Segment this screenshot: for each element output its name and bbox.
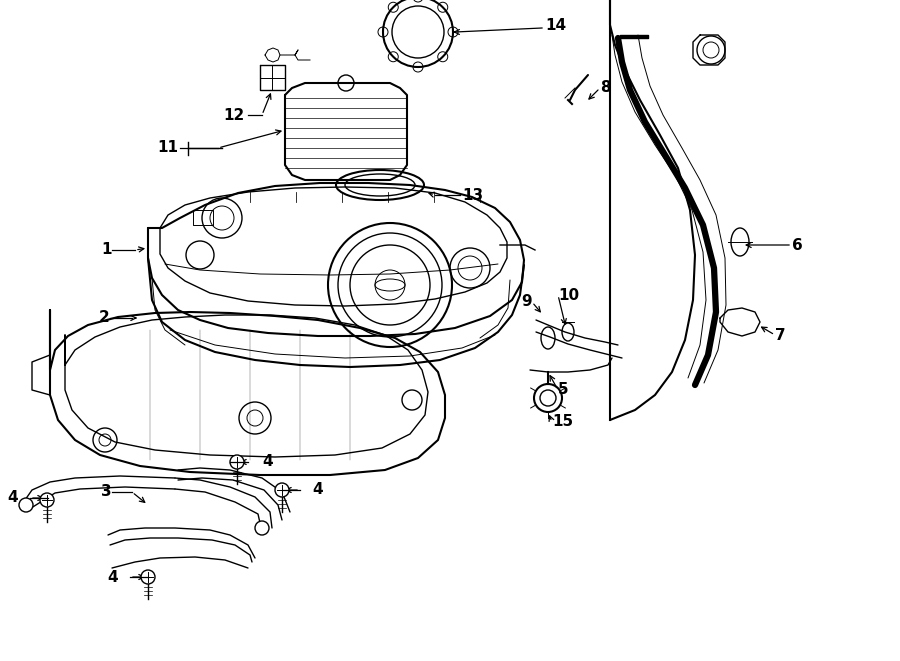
Text: 4: 4 (312, 483, 322, 498)
Text: 1: 1 (102, 243, 112, 258)
Circle shape (19, 498, 33, 512)
Text: 9: 9 (521, 295, 532, 309)
Text: 7: 7 (775, 327, 786, 342)
Circle shape (275, 483, 289, 497)
Text: 4: 4 (262, 455, 273, 469)
Text: 5: 5 (558, 383, 569, 397)
Circle shape (255, 521, 269, 535)
Text: 2: 2 (99, 311, 110, 325)
Circle shape (230, 455, 244, 469)
Text: 4: 4 (7, 490, 18, 506)
Circle shape (141, 570, 155, 584)
Text: 12: 12 (224, 108, 245, 122)
Text: 14: 14 (545, 17, 566, 32)
Text: 4: 4 (107, 570, 118, 584)
Text: 13: 13 (462, 188, 483, 202)
Text: 15: 15 (552, 414, 573, 430)
Circle shape (40, 493, 54, 507)
Text: 10: 10 (558, 288, 579, 303)
Text: 6: 6 (792, 237, 803, 253)
Text: 3: 3 (102, 485, 112, 500)
Text: 11: 11 (157, 141, 178, 155)
Text: 8: 8 (600, 81, 610, 95)
